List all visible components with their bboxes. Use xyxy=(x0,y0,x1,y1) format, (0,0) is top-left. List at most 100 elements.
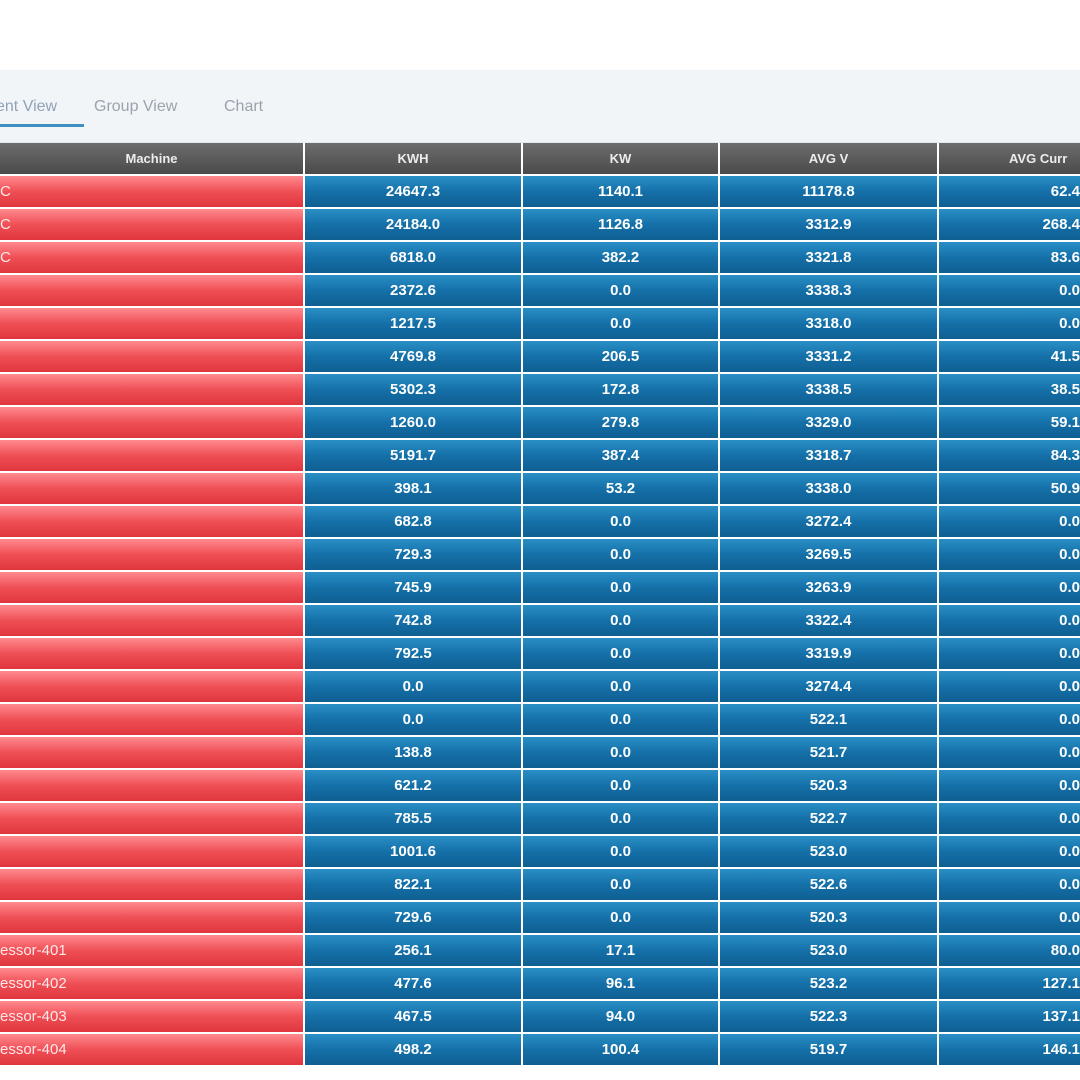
cell-avg-curr: 127.1 xyxy=(939,968,1080,999)
cell-avg-v: 522.3 xyxy=(720,1001,939,1032)
cell-avg-curr: 83.6 xyxy=(939,242,1080,273)
table-row[interactable]: 5302.3 172.8 3338.5 38.5 xyxy=(0,374,1080,405)
cell-kw: 0.0 xyxy=(523,506,720,537)
table-row[interactable]: 785.5 0.0 522.7 0.0 xyxy=(0,803,1080,834)
cell-avg-v: 522.1 xyxy=(720,704,939,735)
cell-kwh: 742.8 xyxy=(305,605,523,636)
cell-avg-v: 3312.9 xyxy=(720,209,939,240)
machine-table: Machine KWH KW AVG V AVG Curr C 24647.3 11… xyxy=(0,143,1080,1080)
cell-machine xyxy=(0,638,305,669)
table-row[interactable]: 682.8 0.0 3272.4 0.0 xyxy=(0,506,1080,537)
tab-chart[interactable]: Chart xyxy=(224,98,264,115)
cell-avg-v: 3319.9 xyxy=(720,638,939,669)
cell-kwh: 1260.0 xyxy=(305,407,523,438)
cell-kwh: 5191.7 xyxy=(305,440,523,471)
table-row[interactable]: 1260.0 279.8 3329.0 59.1 xyxy=(0,407,1080,438)
column-header-kw[interactable]: KW xyxy=(523,143,720,174)
table-row[interactable]: 822.1 0.0 522.6 0.0 xyxy=(0,869,1080,900)
table-row[interactable]: 621.2 0.0 520.3 0.0 xyxy=(0,770,1080,801)
table-row[interactable]: 2372.6 0.0 3338.3 0.0 xyxy=(0,275,1080,306)
table-row[interactable]: essor-402 477.6 96.1 523.2 127.1 xyxy=(0,968,1080,999)
cell-avg-v: 522.6 xyxy=(720,869,939,900)
cell-kwh: 467.5 xyxy=(305,1001,523,1032)
table-row[interactable]: 729.6 0.0 520.3 0.0 xyxy=(0,902,1080,933)
cell-avg-curr: 0.0 xyxy=(939,869,1080,900)
cell-avg-curr: 0.0 xyxy=(939,770,1080,801)
table-row[interactable]: 1217.5 0.0 3318.0 0.0 xyxy=(0,308,1080,339)
cell-avg-v: 3318.7 xyxy=(720,440,939,471)
table-row[interactable]: C 6818.0 382.2 3321.8 83.6 xyxy=(0,242,1080,273)
table-row[interactable]: C 24647.3 1140.1 11178.8 62.4 xyxy=(0,176,1080,207)
table-row[interactable]: 729.3 0.0 3269.5 0.0 xyxy=(0,539,1080,570)
cell-kw: 382.2 xyxy=(523,242,720,273)
table-row[interactable]: 0.0 0.0 3274.4 0.0 xyxy=(0,671,1080,702)
table-row[interactable]: 1001.6 0.0 523.0 0.0 xyxy=(0,836,1080,867)
cell-avg-curr: 0.0 xyxy=(939,605,1080,636)
cell-avg-v: 523.2 xyxy=(720,968,939,999)
cell-kw: 53.2 xyxy=(523,473,720,504)
cell-machine xyxy=(0,275,305,306)
table-row[interactable]: 792.5 0.0 3319.9 0.0 xyxy=(0,638,1080,669)
cell-avg-curr: 84.3 xyxy=(939,440,1080,471)
cell-avg-v: 519.7 xyxy=(720,1034,939,1065)
table-row[interactable]: 398.1 53.2 3338.0 50.9 xyxy=(0,473,1080,504)
cell-machine: C xyxy=(0,242,305,273)
cell-kwh: 785.5 xyxy=(305,803,523,834)
cell-kwh: 745.9 xyxy=(305,572,523,603)
cell-machine xyxy=(0,836,305,867)
cell-kw: 0.0 xyxy=(523,275,720,306)
cell-avg-v: 3318.0 xyxy=(720,308,939,339)
cell-avg-curr: 0.0 xyxy=(939,902,1080,933)
column-header-avg-v[interactable]: AVG V xyxy=(720,143,939,174)
table-row[interactable]: 745.9 0.0 3263.9 0.0 xyxy=(0,572,1080,603)
cell-kwh: 477.6 xyxy=(305,968,523,999)
top-bar xyxy=(0,0,1080,70)
cell-avg-curr: 38.5 xyxy=(939,374,1080,405)
cell-avg-curr: 41.5 xyxy=(939,341,1080,372)
table-row[interactable]: essor-404 498.2 100.4 519.7 146.1 xyxy=(0,1034,1080,1065)
cell-avg-curr: 0.0 xyxy=(939,638,1080,669)
cell-machine: essor-401 xyxy=(0,935,305,966)
cell-kw: 0.0 xyxy=(523,836,720,867)
cell-kw: 0.0 xyxy=(523,803,720,834)
cell-avg-v: 3331.2 xyxy=(720,341,939,372)
cell-avg-curr: 50.9 xyxy=(939,473,1080,504)
tab-group-view[interactable]: Group View xyxy=(94,98,178,115)
tab-bar: ent View Group View Chart xyxy=(0,70,1080,143)
cell-avg-curr: 80.0 xyxy=(939,935,1080,966)
cell-machine xyxy=(0,473,305,504)
table-row[interactable]: 0.0 0.0 522.1 0.0 xyxy=(0,704,1080,735)
table-row[interactable]: essor-403 467.5 94.0 522.3 137.1 xyxy=(0,1001,1080,1032)
tab-element-view[interactable]: ent View xyxy=(0,98,58,115)
cell-machine: essor-403 xyxy=(0,1001,305,1032)
cell-machine xyxy=(0,407,305,438)
cell-machine: essor-404 xyxy=(0,1034,305,1065)
cell-avg-curr: 137.1 xyxy=(939,1001,1080,1032)
table-row[interactable]: essor-401 256.1 17.1 523.0 80.0 xyxy=(0,935,1080,966)
cell-kwh: 1217.5 xyxy=(305,308,523,339)
cell-kw: 94.0 xyxy=(523,1001,720,1032)
column-header-avg-curr[interactable]: AVG Curr xyxy=(939,143,1080,174)
table-row[interactable]: C 24184.0 1126.8 3312.9 268.4 xyxy=(0,209,1080,240)
cell-kwh: 2372.6 xyxy=(305,275,523,306)
cell-machine xyxy=(0,440,305,471)
cell-kwh: 0.0 xyxy=(305,704,523,735)
cell-avg-v: 3274.4 xyxy=(720,671,939,702)
active-tab-indicator xyxy=(0,124,84,127)
cell-machine xyxy=(0,572,305,603)
cell-machine xyxy=(0,506,305,537)
cell-avg-curr: 268.4 xyxy=(939,209,1080,240)
cell-machine xyxy=(0,539,305,570)
cell-kw: 100.4 xyxy=(523,1034,720,1065)
table-row[interactable]: 138.8 0.0 521.7 0.0 xyxy=(0,737,1080,768)
table-row[interactable]: 4769.8 206.5 3331.2 41.5 xyxy=(0,341,1080,372)
column-header-kwh[interactable]: KWH xyxy=(305,143,523,174)
table-row[interactable]: 5191.7 387.4 3318.7 84.3 xyxy=(0,440,1080,471)
table-row[interactable]: 742.8 0.0 3322.4 0.0 xyxy=(0,605,1080,636)
cell-kwh: 256.1 xyxy=(305,935,523,966)
cell-avg-v: 3263.9 xyxy=(720,572,939,603)
column-header-machine[interactable]: Machine xyxy=(0,143,305,174)
cell-kw: 0.0 xyxy=(523,572,720,603)
cell-avg-curr: 0.0 xyxy=(939,737,1080,768)
cell-kw: 1126.8 xyxy=(523,209,720,240)
